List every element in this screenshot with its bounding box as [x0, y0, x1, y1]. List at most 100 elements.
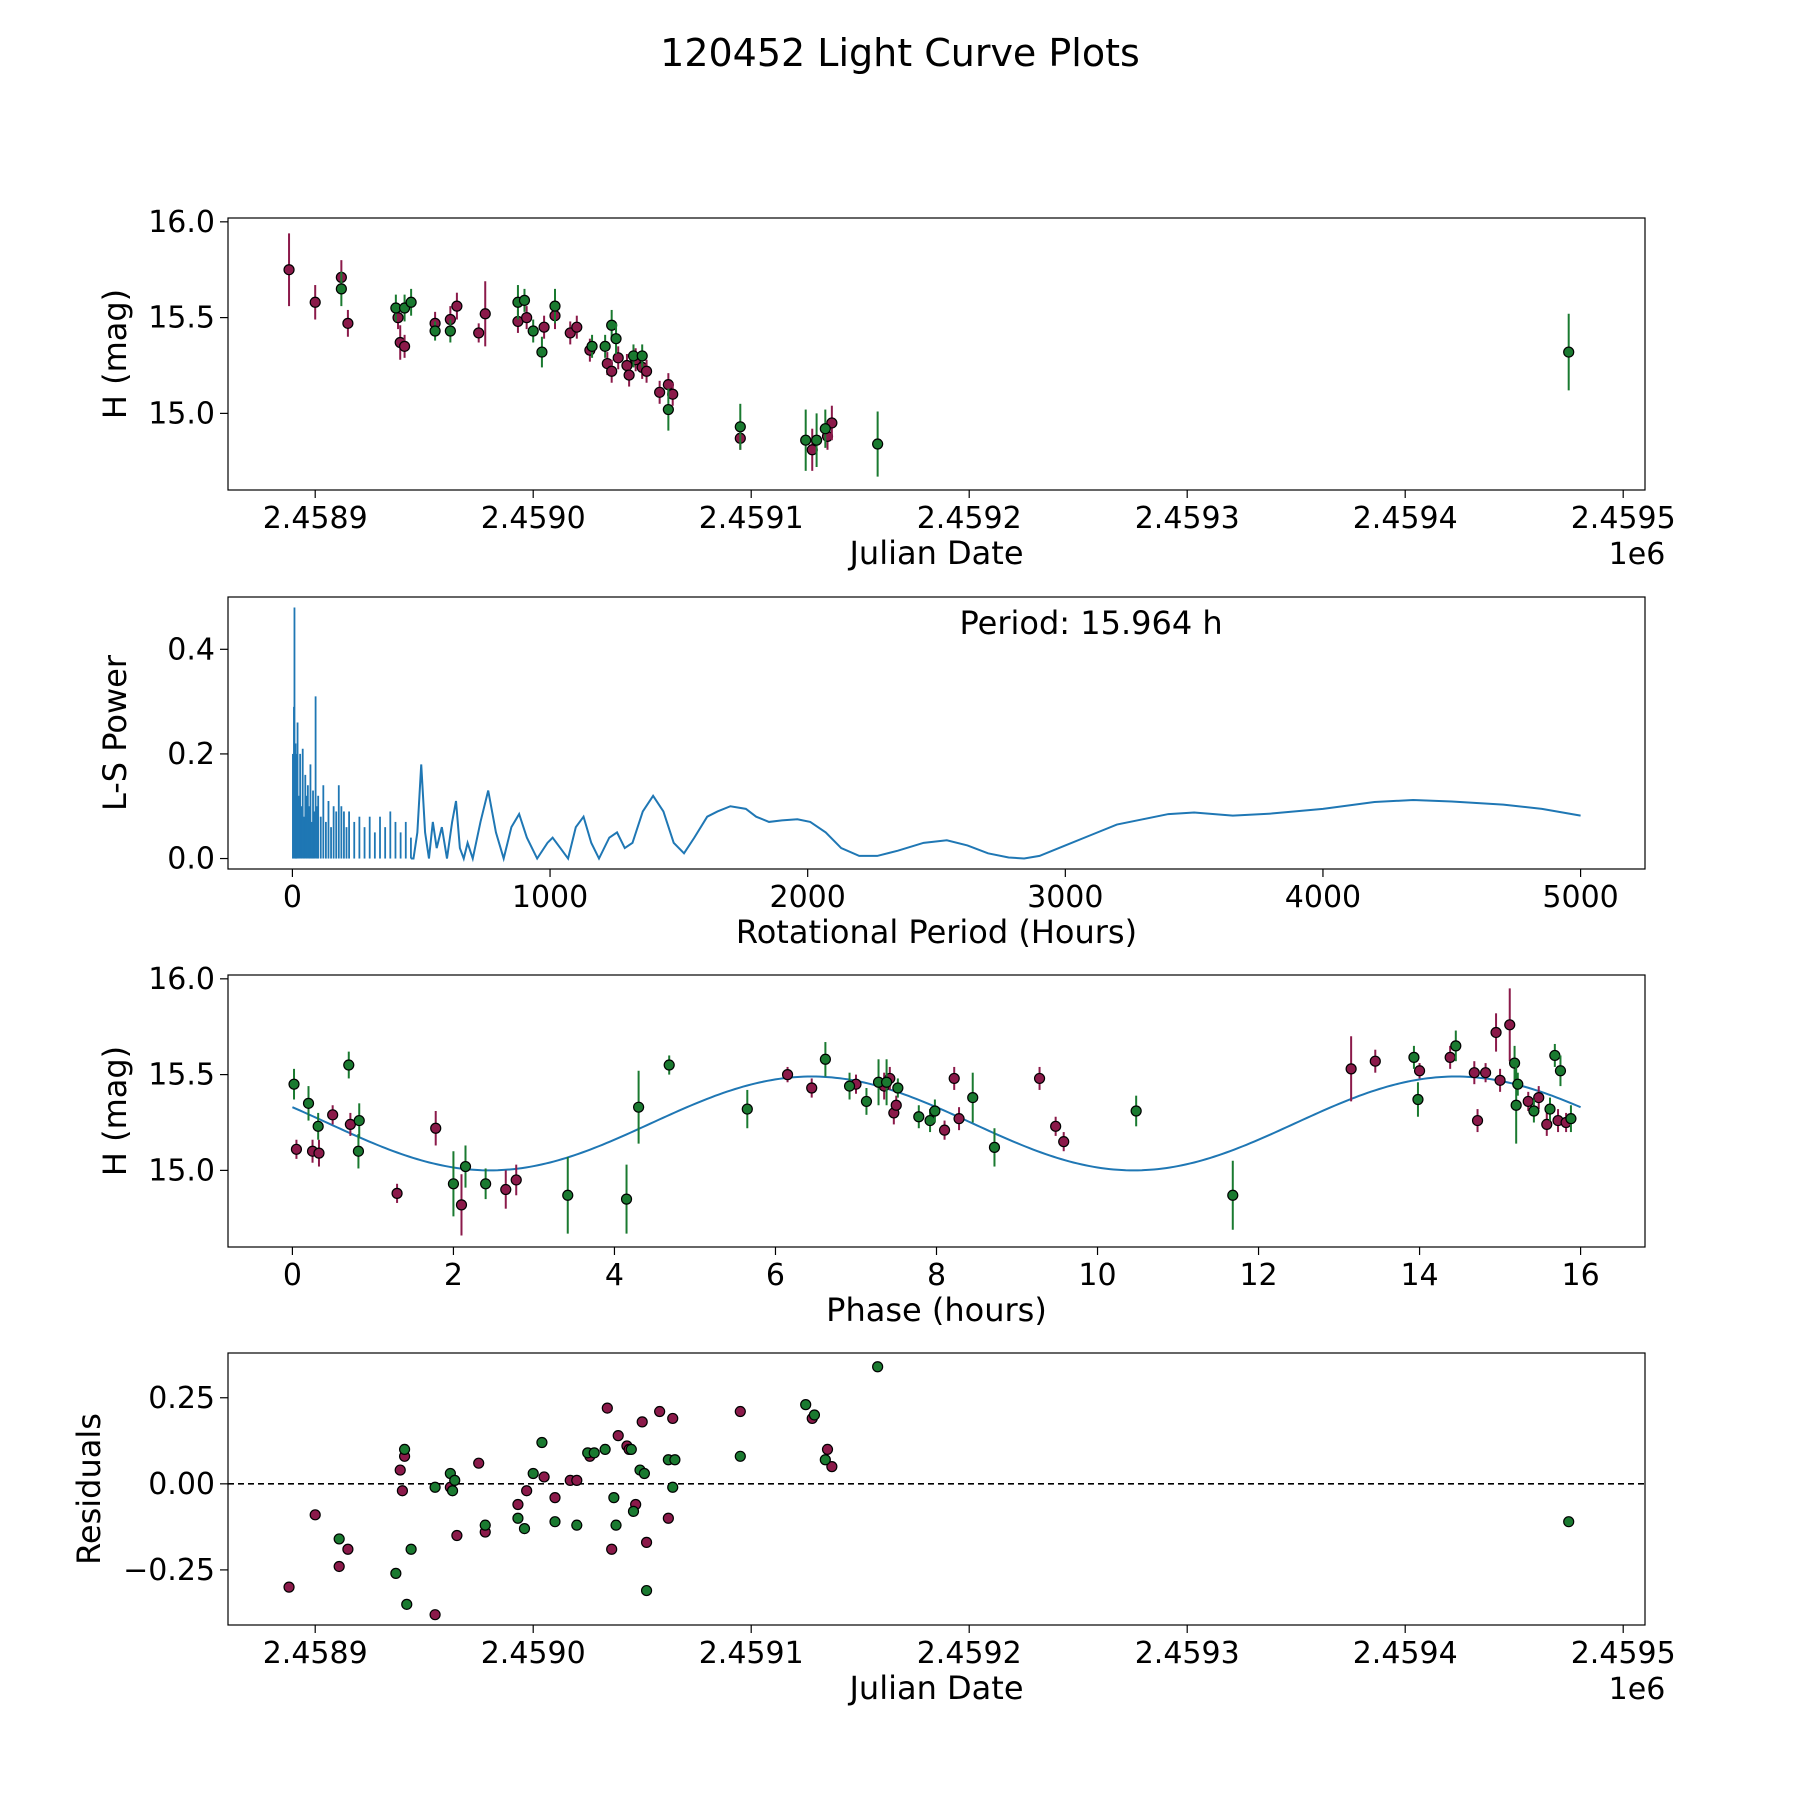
data-point	[429, 1481, 441, 1493]
data-point	[953, 1113, 965, 1125]
data-point	[538, 1471, 550, 1483]
data-point	[451, 1529, 463, 1542]
data-point	[451, 300, 463, 312]
x-tick-label: 2.4590	[481, 1636, 586, 1671]
data-point	[810, 434, 823, 446]
x-tick-label: 2.4590	[481, 501, 586, 536]
data-point	[1528, 1105, 1540, 1117]
data-point	[654, 386, 666, 398]
data-point	[623, 369, 635, 381]
data-point	[808, 1409, 821, 1421]
data-point	[621, 359, 633, 372]
y-tick-label: 16.0	[148, 962, 215, 997]
data-point	[479, 1519, 491, 1531]
data-point	[335, 283, 347, 295]
data-point	[283, 264, 295, 276]
y-axis-label: H (mag)	[96, 289, 134, 419]
data-point	[1413, 1065, 1426, 1077]
data-point	[1508, 1057, 1521, 1069]
data-point	[390, 1567, 402, 1579]
data-point	[1563, 1516, 1575, 1528]
data-point	[662, 1512, 674, 1524]
data-point	[892, 1082, 904, 1094]
data-point	[586, 340, 598, 352]
data-point	[633, 1101, 645, 1113]
data-point	[473, 1457, 485, 1469]
y-axis-label: Residuals	[70, 1413, 108, 1565]
data-point	[612, 1430, 624, 1442]
y-tick-label: 15.0	[148, 396, 215, 431]
data-point	[1494, 1074, 1506, 1086]
axes-frame	[227, 1352, 1646, 1626]
data-point	[601, 1402, 613, 1414]
x-tick-label: 0	[283, 880, 302, 915]
x-tick-label: 16	[1561, 1258, 1599, 1293]
x-tick-label: 3000	[1027, 880, 1103, 915]
data-point	[1563, 346, 1575, 358]
data-point	[1450, 1040, 1462, 1052]
data-point	[518, 294, 531, 306]
figure-title: 120452 Light Curve Plots	[660, 31, 1140, 75]
data-point	[430, 1122, 442, 1134]
x-tick-label: 4	[605, 1258, 624, 1293]
x-offset-label: 1e6	[1609, 1672, 1666, 1707]
data-point	[1510, 1099, 1522, 1111]
data-point	[819, 1454, 831, 1466]
y-tick-label: 0.00	[148, 1467, 215, 1502]
data-point	[1412, 1093, 1424, 1106]
data-point	[392, 312, 404, 324]
x-tick-label: 1000	[512, 880, 588, 915]
data-point	[610, 333, 622, 345]
phase-plot-area	[288, 988, 1581, 1236]
x-tick-label: 2.4589	[263, 1636, 368, 1671]
data-point	[872, 438, 884, 450]
data-point	[636, 1416, 648, 1428]
data-point	[353, 1114, 365, 1127]
x-tick-label: 10	[1078, 1258, 1116, 1293]
data-point	[948, 1072, 960, 1085]
x-tick-label: 2.4593	[1135, 1636, 1240, 1671]
data-point	[549, 1516, 561, 1528]
data-point	[608, 1492, 620, 1504]
data-point	[627, 1505, 640, 1517]
data-point	[290, 1143, 303, 1155]
data-point	[449, 1474, 461, 1486]
data-point	[967, 1091, 979, 1104]
data-point	[512, 1498, 524, 1511]
data-point	[391, 1187, 403, 1199]
data-point	[1130, 1105, 1142, 1117]
x-axis-label: Rotational Period (Hours)	[736, 913, 1137, 951]
data-point	[606, 365, 618, 377]
data-point	[405, 1543, 417, 1555]
period-annotation: Period: 15.964 h	[960, 604, 1223, 642]
data-point	[806, 1082, 818, 1094]
data-point	[669, 1454, 681, 1466]
data-point	[1345, 1063, 1357, 1075]
residuals-panel: 2.4589 2.4590 2.4591 2.4592 2.4593 2.4594 2.45…	[70, 1352, 1676, 1707]
data-point	[394, 1464, 406, 1476]
data-point	[734, 421, 746, 433]
data-point	[405, 296, 417, 308]
data-point	[610, 1519, 622, 1531]
data-point	[521, 312, 533, 324]
data-point	[510, 1174, 522, 1186]
x-tick-label: 4000	[1285, 880, 1361, 915]
data-point	[309, 296, 321, 308]
data-point	[1512, 1078, 1524, 1090]
data-point	[288, 1078, 300, 1090]
phase-folded-panel: 0 2 4 6 8 10 12 14 16 15.0 15.5 16.0 Phase (hours) H …	[96, 962, 1646, 1329]
ls-plot-area	[292, 607, 1581, 863]
data-point	[819, 1053, 831, 1065]
data-point	[1058, 1136, 1070, 1148]
data-point	[640, 1536, 653, 1548]
data-point	[938, 1124, 951, 1136]
y-tick-label: 15.0	[148, 1153, 215, 1188]
data-point	[1479, 1067, 1492, 1079]
data-point	[1554, 1065, 1567, 1077]
data-point	[444, 325, 456, 337]
data-point	[571, 321, 583, 333]
data-point	[663, 1059, 675, 1071]
data-point	[480, 1178, 492, 1190]
x-tick-label: 6	[766, 1258, 785, 1293]
